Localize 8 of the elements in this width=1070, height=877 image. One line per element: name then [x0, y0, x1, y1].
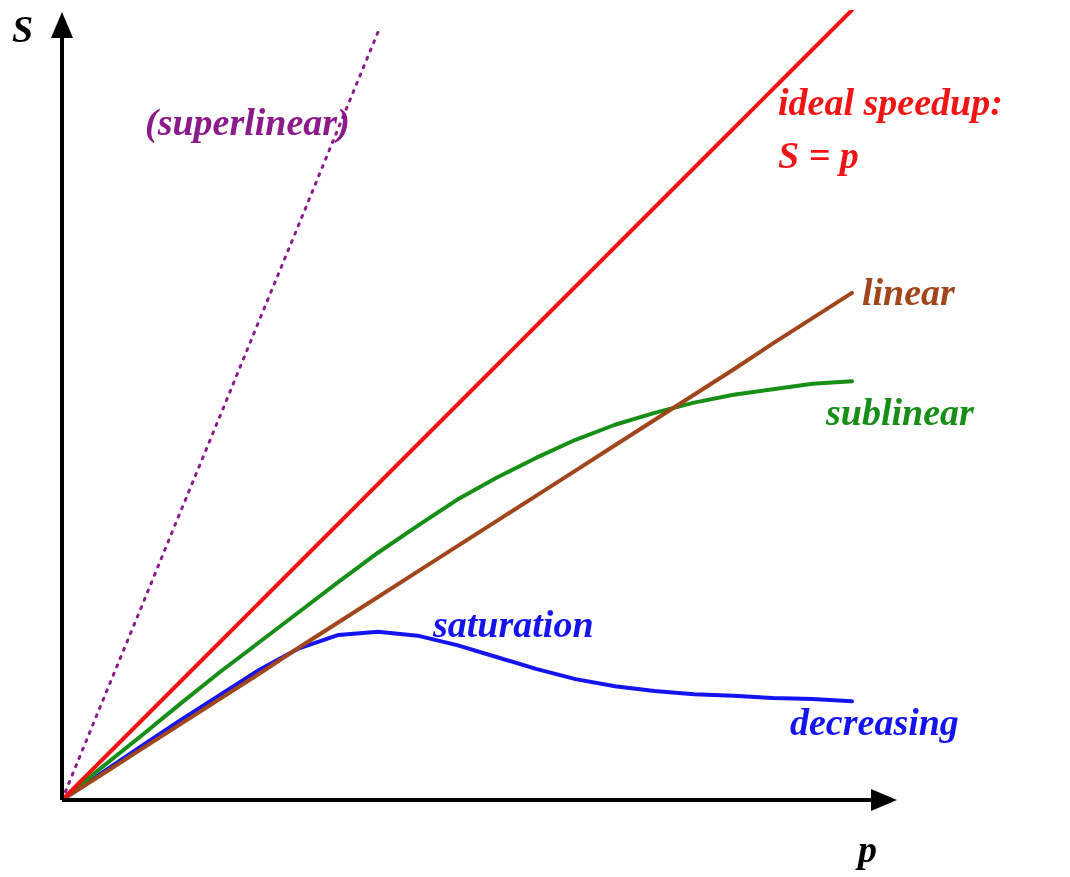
y-axis-title: S — [12, 7, 34, 50]
series-label: saturation — [432, 602, 594, 645]
series-label: (superlinear) — [145, 100, 350, 144]
series-label: sublinear — [825, 390, 976, 433]
x-axis-title: p — [855, 827, 877, 870]
series-label: ideal speedup: S = p — [778, 80, 1003, 176]
series-label: linear — [862, 270, 957, 313]
annotation: decreasing — [790, 700, 959, 743]
